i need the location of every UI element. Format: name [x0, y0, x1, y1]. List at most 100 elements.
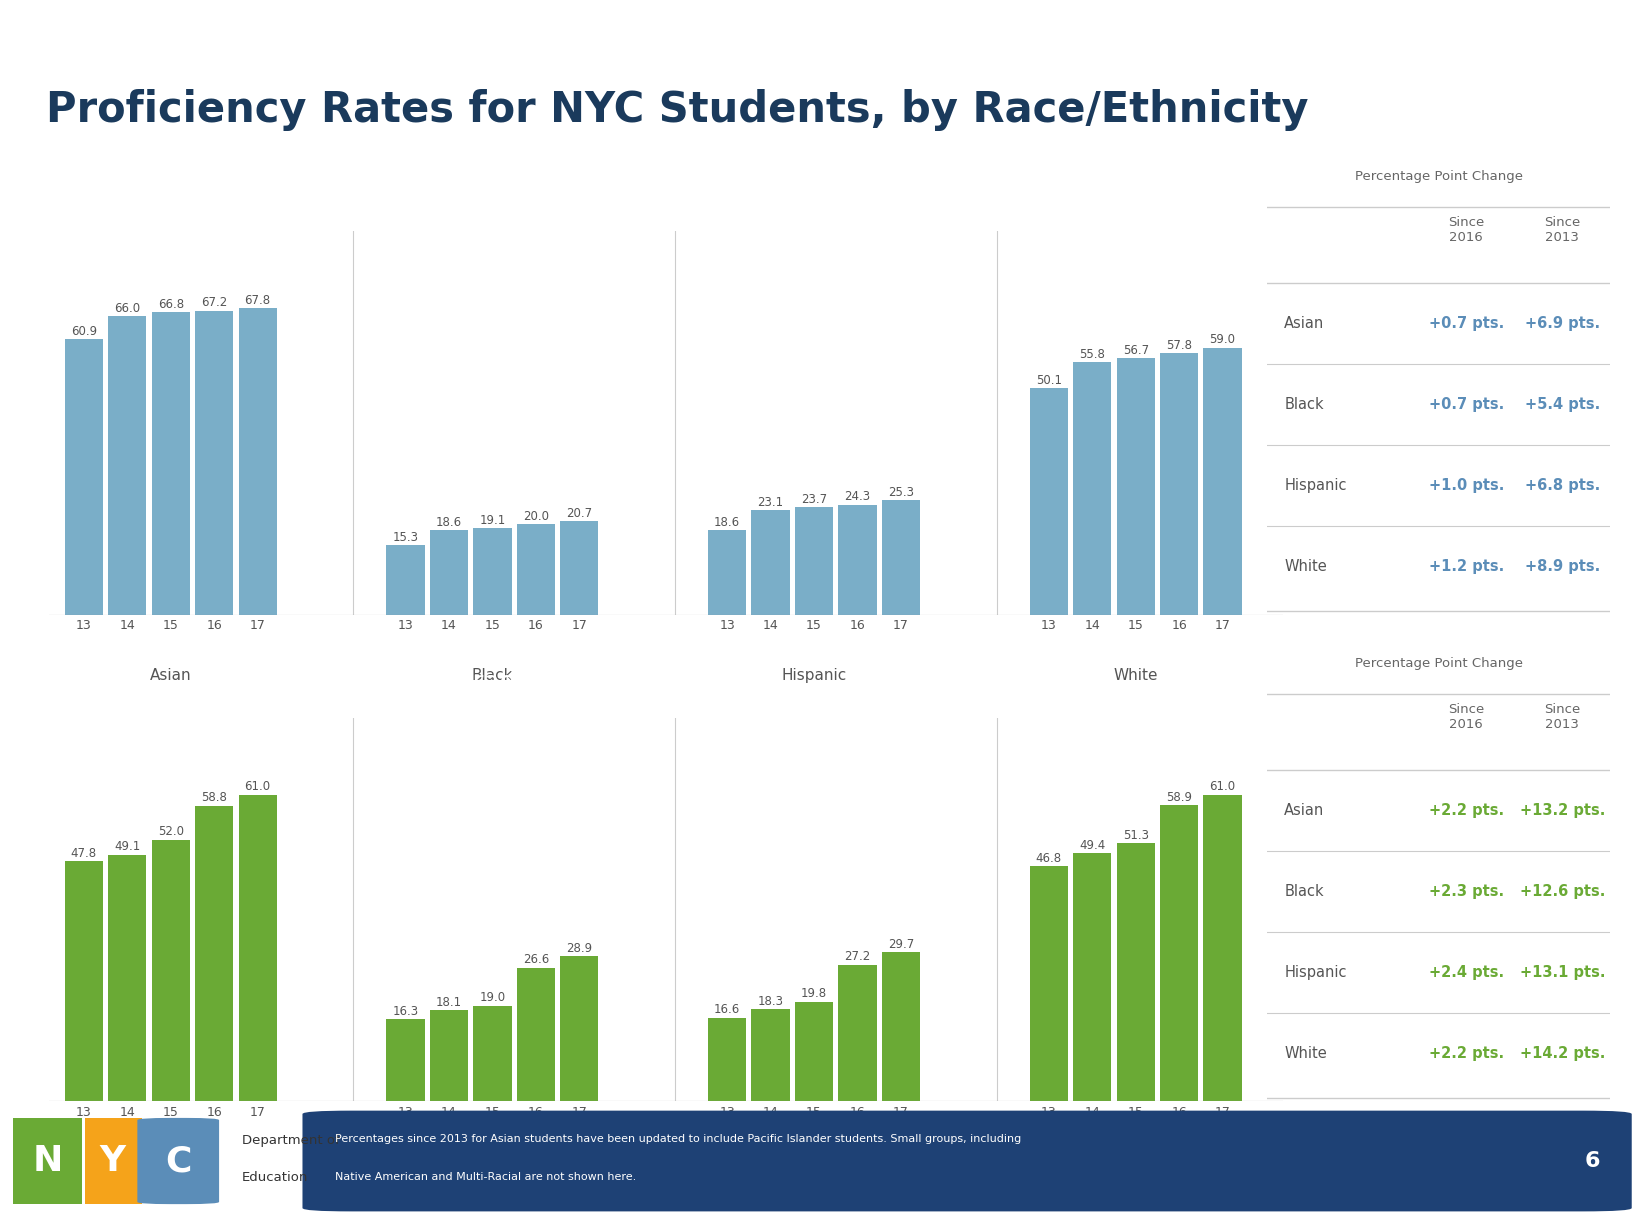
Bar — [1073, 363, 1112, 615]
Text: +8.9 pts.: +8.9 pts. — [1525, 559, 1601, 574]
Bar — [85, 1118, 142, 1204]
Text: 51.3: 51.3 — [1123, 829, 1149, 842]
Text: Asian: Asian — [150, 1155, 191, 1170]
Bar — [881, 500, 921, 615]
Text: Hispanic: Hispanic — [782, 668, 847, 683]
Bar — [108, 316, 147, 615]
Text: Grades 3-8 English: Grades 3-8 English — [451, 669, 701, 696]
Text: 18.6: 18.6 — [437, 516, 463, 529]
Bar — [152, 313, 190, 615]
Bar — [839, 965, 876, 1101]
Text: 28.9: 28.9 — [566, 942, 592, 954]
Text: 23.1: 23.1 — [757, 495, 783, 509]
Text: 67.2: 67.2 — [201, 296, 227, 309]
Text: +5.4 pts.: +5.4 pts. — [1525, 397, 1601, 413]
Text: Percentage Point Change: Percentage Point Change — [1355, 170, 1522, 183]
Bar — [65, 340, 103, 615]
Bar — [708, 1017, 746, 1101]
Bar — [561, 521, 598, 615]
FancyBboxPatch shape — [302, 1111, 1632, 1211]
Text: 66.8: 66.8 — [157, 298, 183, 312]
Bar — [239, 795, 276, 1101]
Text: 6: 6 — [1584, 1151, 1601, 1171]
Bar — [752, 510, 790, 615]
Text: 49.1: 49.1 — [114, 840, 141, 853]
Bar — [1203, 795, 1241, 1101]
Text: 59.0: 59.0 — [1210, 333, 1236, 347]
Text: 24.3: 24.3 — [844, 490, 870, 504]
Text: 15.3: 15.3 — [392, 531, 419, 544]
Bar — [517, 968, 554, 1101]
Bar — [473, 528, 512, 615]
Bar — [1203, 348, 1241, 615]
Text: 55.8: 55.8 — [1079, 348, 1105, 360]
Text: +1.2 pts.: +1.2 pts. — [1429, 559, 1504, 574]
Text: Black: Black — [471, 1155, 513, 1170]
Bar — [65, 862, 103, 1101]
Text: Since
2013: Since 2013 — [1545, 703, 1581, 731]
Text: White: White — [1113, 668, 1158, 683]
Text: 60.9: 60.9 — [70, 325, 96, 338]
Text: Hispanic: Hispanic — [1285, 965, 1347, 980]
Bar — [517, 525, 554, 615]
Text: Proficiency Rates for NYC Students, by Race/Ethnicity: Proficiency Rates for NYC Students, by R… — [46, 89, 1308, 131]
Bar — [1030, 388, 1068, 615]
Text: N: N — [33, 1144, 62, 1178]
FancyBboxPatch shape — [137, 1118, 219, 1204]
Text: 56.7: 56.7 — [1123, 343, 1149, 357]
Text: Asian: Asian — [1285, 803, 1324, 818]
Text: 46.8: 46.8 — [1035, 852, 1061, 864]
Text: 61.0: 61.0 — [1210, 780, 1236, 793]
Text: 23.7: 23.7 — [801, 493, 827, 506]
Bar — [1161, 806, 1198, 1101]
Text: 66.0: 66.0 — [114, 302, 141, 315]
Text: 27.2: 27.2 — [844, 950, 870, 963]
Text: +2.2 pts.: +2.2 pts. — [1429, 1045, 1504, 1061]
Bar — [839, 505, 876, 615]
Bar — [473, 1006, 512, 1101]
Text: 58.9: 58.9 — [1166, 791, 1192, 803]
Text: 52.0: 52.0 — [157, 825, 183, 839]
Text: +1.0 pts.: +1.0 pts. — [1429, 478, 1504, 493]
Bar — [795, 507, 834, 615]
Bar — [195, 806, 234, 1101]
Bar — [108, 854, 147, 1101]
Bar — [708, 531, 746, 615]
Text: Percentages since 2013 for Asian students have been updated to include Pacific I: Percentages since 2013 for Asian student… — [335, 1133, 1022, 1144]
Bar — [386, 545, 425, 615]
Text: Native American and Multi-Racial are not shown here.: Native American and Multi-Racial are not… — [335, 1172, 636, 1182]
Bar — [430, 531, 468, 615]
Text: +2.4 pts.: +2.4 pts. — [1429, 965, 1504, 980]
Text: 18.1: 18.1 — [437, 996, 463, 1009]
Text: +6.9 pts.: +6.9 pts. — [1525, 316, 1601, 331]
Bar — [1117, 843, 1154, 1101]
Bar — [152, 840, 190, 1101]
Text: 18.3: 18.3 — [757, 994, 783, 1008]
Bar — [561, 957, 598, 1101]
Text: White: White — [1285, 559, 1328, 574]
Text: +12.6 pts.: +12.6 pts. — [1519, 884, 1606, 899]
Text: +6.8 pts.: +6.8 pts. — [1525, 478, 1601, 493]
Text: 61.0: 61.0 — [245, 780, 271, 793]
Bar — [13, 1118, 82, 1204]
Text: 25.3: 25.3 — [888, 486, 914, 499]
Bar — [795, 1002, 834, 1101]
Text: Y: Y — [100, 1144, 126, 1178]
Text: Education: Education — [242, 1171, 309, 1184]
Bar — [1161, 353, 1198, 615]
Text: 58.8: 58.8 — [201, 791, 227, 804]
Bar — [386, 1020, 425, 1101]
Text: Hispanic: Hispanic — [782, 1155, 847, 1170]
Text: Black: Black — [1285, 884, 1324, 899]
Text: Percentage Point Change: Percentage Point Change — [1355, 657, 1522, 669]
Text: 20.7: 20.7 — [566, 506, 592, 520]
Text: +0.7 pts.: +0.7 pts. — [1429, 397, 1504, 413]
Text: +2.3 pts.: +2.3 pts. — [1429, 884, 1504, 899]
Text: 50.1: 50.1 — [1035, 374, 1061, 387]
Bar — [752, 1009, 790, 1101]
Text: White: White — [1113, 1155, 1158, 1170]
Text: +0.7 pts.: +0.7 pts. — [1429, 316, 1504, 331]
Text: 29.7: 29.7 — [888, 937, 914, 950]
Text: Department of: Department of — [242, 1134, 340, 1148]
Text: 16.6: 16.6 — [714, 1004, 741, 1016]
